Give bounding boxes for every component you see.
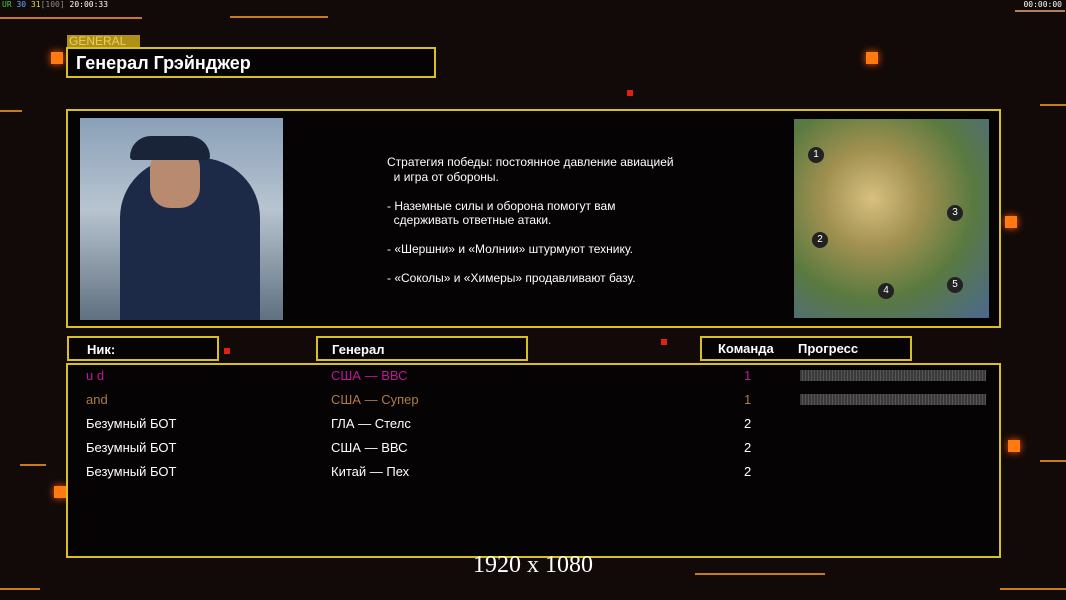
decor-square: [51, 52, 63, 64]
player-team: 2: [744, 416, 752, 431]
team-progress-header: Команда Прогресс: [700, 336, 912, 361]
decor-square: [1005, 216, 1017, 228]
decor-square: [866, 52, 878, 64]
player-general: ГЛА — Стелс: [331, 416, 411, 431]
decor-line: [1015, 10, 1065, 12]
decor-square: [54, 486, 66, 498]
decor-line: [0, 588, 40, 590]
player-row[interactable]: Безумный БОТ ГЛА — Стелс 2: [68, 414, 999, 438]
player-row[interactable]: Безумный БОТ Китай — Пех 2: [68, 462, 999, 486]
player-general: США — ВВС: [331, 440, 408, 455]
hud-value: 30: [16, 0, 27, 9]
start-position: 1: [808, 147, 824, 163]
decor-line: [0, 17, 142, 19]
hud-stats: UR 30 31[100] 20:00:33: [2, 0, 108, 9]
general-title-box: Генерал Грэйнджер: [66, 47, 436, 78]
players-list: u d США — ВВС 1 and США — Супер 1 Безумный…: [66, 363, 1001, 558]
player-row[interactable]: u d США — ВВС 1: [68, 366, 999, 390]
game-timer: 00:00:00: [1023, 0, 1062, 9]
player-nick: and: [86, 392, 108, 407]
decor-line: [1000, 588, 1066, 590]
general-tag: GENERAL: [67, 35, 140, 47]
general-name: Генерал Грэйнджер: [76, 53, 251, 73]
nick-header: Ник:: [67, 336, 219, 361]
start-position: 5: [947, 277, 963, 293]
start-position: 3: [947, 205, 963, 221]
player-row[interactable]: and США — Супер 1: [68, 390, 999, 414]
player-nick: u d: [86, 368, 105, 383]
player-row[interactable]: Безумный БОТ США — ВВС 2: [68, 438, 999, 462]
hud-time: 20:00:33: [69, 0, 109, 9]
resolution-label: 1920 x 1080: [473, 552, 593, 578]
player-team: 2: [744, 464, 752, 479]
decor-square: [661, 339, 667, 345]
player-general: США — Супер: [331, 392, 419, 407]
decor-line: [0, 110, 22, 112]
portrait-cap: [130, 136, 210, 160]
hud-label: UR: [2, 0, 12, 9]
decor-square: [627, 90, 633, 96]
hud-value: 31: [30, 0, 41, 9]
player-general: Китай — Пех: [331, 464, 410, 479]
player-team: 1: [744, 392, 752, 407]
player-general: США — ВВС: [331, 368, 408, 383]
decor-line: [1040, 460, 1066, 462]
strategy-description: Стратегия победы: постоянное давление ав…: [387, 155, 674, 285]
progress-bar: [800, 394, 986, 405]
general-info-panel: Стратегия победы: постоянное давление ав…: [66, 109, 1001, 328]
general-header: Генерал: [316, 336, 528, 361]
decor-line: [20, 464, 46, 466]
decor-line: [1040, 104, 1066, 106]
general-portrait: [80, 118, 283, 320]
hud-value: [100]: [40, 0, 65, 9]
player-nick: Безумный БОТ: [86, 440, 177, 455]
progress-bar: [800, 370, 986, 381]
player-nick: Безумный БОТ: [86, 416, 177, 431]
player-team: 2: [744, 440, 752, 455]
decor-square: [1008, 440, 1020, 452]
start-position: 2: [812, 232, 828, 248]
decor-line: [230, 16, 328, 18]
player-nick: Безумный БОТ: [86, 464, 177, 479]
decor-line: [695, 573, 825, 575]
player-team: 1: [744, 368, 752, 383]
decor-square: [224, 348, 230, 354]
map-preview[interactable]: 1 2 3 4 5: [794, 119, 989, 318]
start-position: 4: [878, 283, 894, 299]
